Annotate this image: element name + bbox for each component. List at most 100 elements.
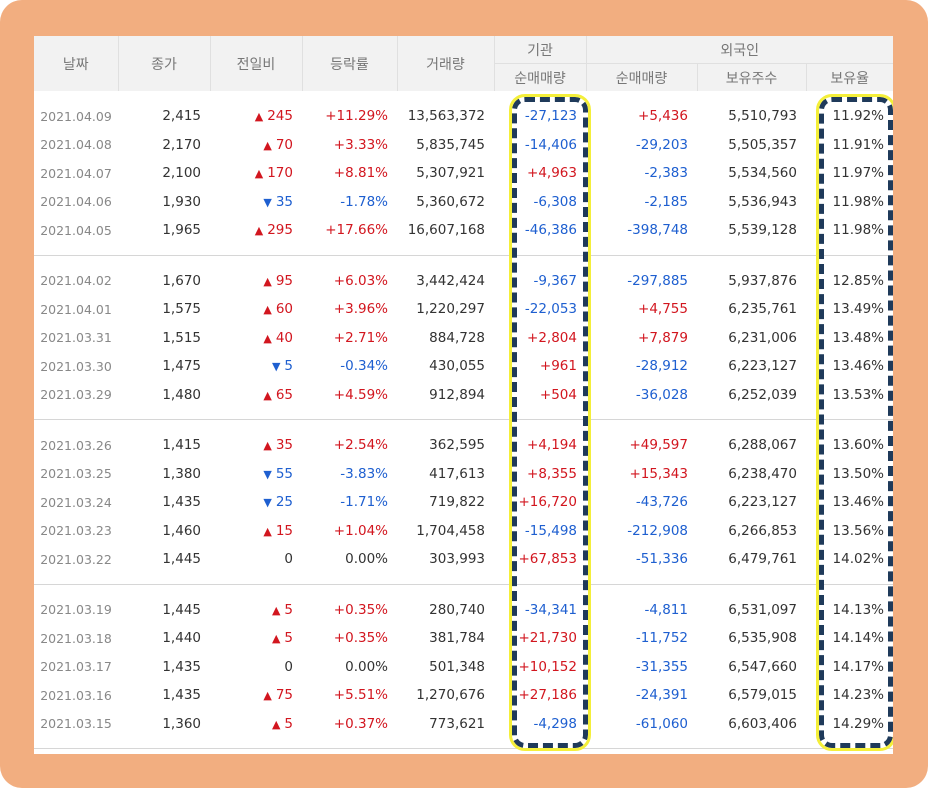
separator-cell [34,573,893,585]
header-foreign-net: 순매매량 [585,63,697,91]
table-row: 2021.03.25 1,380 ▼ 55 -3.83% 417,613 +8,355 +15… [34,460,893,489]
foreign-holdings-cell: 6,479,761 [728,551,797,568]
foreign-holdings-cell: 5,937,876 [728,272,797,289]
table-row: 2021.04.09 2,415 ▲ 245 +11.29% 13,563,372 -27,… [34,102,893,131]
up-triangle-icon: ▲ [263,138,272,152]
rate-cell: -3.83% [340,465,388,482]
institution-net-cell: +504 [539,386,577,403]
date-cell: 2021.04.07 [40,165,112,181]
table-row: 2021.04.08 2,170 ▲ 70 +3.33% 5,835,745 -14,406… [34,131,893,160]
foreign-net-cell: -28,912 [635,358,688,375]
close-cell: 1,445 [162,551,201,568]
table-row: 2021.04.07 2,100 ▲ 170 +8.81% 5,307,921 +4,963… [34,159,893,188]
foreign-holdings-cell: 6,231,006 [728,329,797,346]
diff-cell: ▲ 75 [210,681,302,710]
institution-net-cell: +10,152 [518,658,577,675]
date-cell: 2021.04.06 [40,194,112,210]
foreign-net-cell: +7,879 [638,329,688,346]
diff-value: 5 [284,601,293,618]
table-row: 2021.03.17 1,435 0 0.00% 501,348 +10,152 -31,3… [34,653,893,682]
separator-cell [34,244,893,256]
table-row: 2021.03.18 1,440 ▲ 5 +0.35% 381,784 +21,730 -11… [34,624,893,653]
foreign-ratio-cell: 14.23% [832,687,884,704]
diff-cell: ▲ 70 [210,131,302,160]
up-triangle-icon: ▲ [263,388,272,402]
diff-cell: ▼ 5 [210,352,302,381]
rate-cell: +3.96% [333,301,388,318]
volume-cell: 1,270,676 [416,687,485,704]
rate-cell: +11.29% [325,108,388,125]
separator-cell [34,738,893,749]
rate-cell: +2.71% [333,329,388,346]
diff-cell: ▲ 295 [210,216,302,245]
foreign-ratio-cell: 13.50% [832,465,884,482]
date-cell: 2021.04.08 [40,137,112,153]
close-cell: 1,575 [162,301,201,318]
institution-net-cell: -6,308 [533,193,577,210]
table-row: 2021.04.02 1,670 ▲ 95 +6.03% 3,442,424 -9,367 -… [34,267,893,296]
volume-cell: 1,704,458 [416,522,485,539]
date-cell: 2021.03.25 [40,466,112,482]
diff-value: 60 [275,301,293,318]
rate-cell: +8.81% [333,165,388,182]
diff-cell: ▲ 15 [210,517,302,546]
foreign-ratio-cell: 13.53% [832,386,884,403]
foreign-ratio-cell: 11.98% [832,222,884,239]
header-foreign-group: 외국인 [585,36,893,64]
date-cell: 2021.03.16 [40,687,112,703]
diff-value: 5 [284,358,293,375]
rate-cell: +0.35% [333,601,388,618]
volume-cell: 417,613 [429,465,485,482]
up-triangle-icon: ▲ [263,689,272,703]
close-cell: 1,415 [162,437,201,454]
foreign-holdings-cell: 6,547,660 [728,658,797,675]
group-separator [34,409,893,420]
institution-net-cell: +8,355 [527,465,577,482]
diff-value: 15 [275,522,293,539]
institution-net-cell: -27,123 [524,108,577,125]
date-cell: 2021.03.18 [40,630,112,646]
close-cell: 2,170 [162,136,201,153]
foreign-holdings-cell: 6,266,853 [728,522,797,539]
foreign-holdings-cell: 6,252,039 [728,386,797,403]
institution-net-cell: +21,730 [518,630,577,647]
table-row: 2021.03.16 1,435 ▲ 75 +5.51% 1,270,676 +27,186… [34,681,893,710]
date-cell: 2021.03.26 [40,437,112,453]
volume-cell: 13,563,372 [407,108,485,125]
institution-net-highlight [509,94,591,751]
foreign-ratio-cell: 11.98% [832,193,884,210]
rate-cell: +5.51% [333,687,388,704]
down-triangle-icon: ▼ [263,496,272,510]
foreign-net-cell: -31,355 [635,658,688,675]
diff-value: 5 [284,630,293,647]
foreign-net-cell: -43,726 [635,494,688,511]
group-separator [34,244,893,256]
diff-value: 0 [284,658,293,675]
date-cell: 2021.03.31 [40,330,112,346]
foreign-ratio-cell: 14.29% [832,715,884,732]
table-row: 2021.03.26 1,415 ▲ 35 +2.54% 362,595 +4,194 +49… [34,431,893,460]
foreign-net-cell: -2,185 [644,193,688,210]
foreign-holdings-cell: 6,535,908 [728,630,797,647]
volume-cell: 884,728 [429,329,485,346]
diff-value: 55 [275,465,293,482]
foreign-holdings-cell: 6,531,097 [728,601,797,618]
diff-value: 70 [275,136,293,153]
close-cell: 1,360 [162,715,201,732]
diff-value: 0 [284,551,293,568]
rate-cell: -1.78% [340,193,388,210]
diff-value: 245 [267,108,293,125]
rate-cell: 0.00% [345,658,388,675]
table-row: 2021.03.23 1,460 ▲ 15 +1.04% 1,704,458 -15,498… [34,517,893,546]
header-close: 종가 [117,36,210,91]
volume-cell: 3,442,424 [416,272,485,289]
foreign-ratio-cell: 13.46% [832,358,884,375]
foreign-net-cell: -2,383 [644,165,688,182]
volume-cell: 5,360,672 [416,193,485,210]
date-cell: 2021.03.29 [40,387,112,403]
volume-cell: 1,220,297 [416,301,485,318]
foreign-net-cell: +49,597 [629,437,688,454]
foreign-net-cell: -212,908 [627,522,688,539]
institution-net-cell: +67,853 [518,551,577,568]
header-foreign-holdings: 보유주수 [696,63,806,91]
